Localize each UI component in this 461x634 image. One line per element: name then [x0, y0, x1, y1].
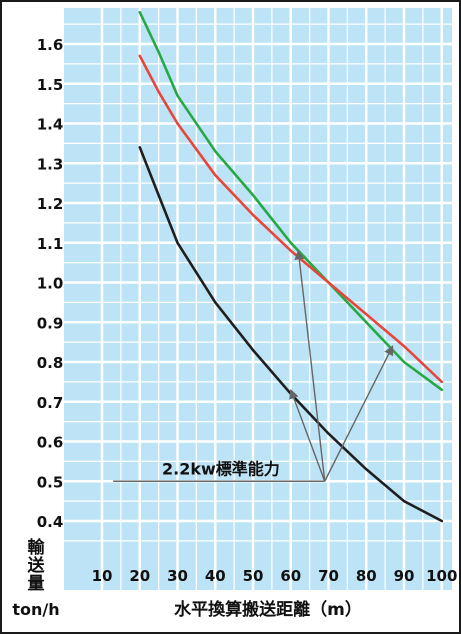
y-tick-label: 1.0 [37, 275, 64, 293]
annotation-arrow [324, 345, 394, 482]
x-tick-label: 100 [426, 567, 457, 585]
grid-lines [64, 8, 452, 590]
y-axis-label: 輸送量 [28, 537, 46, 594]
y-tick-label: 1.6 [37, 36, 64, 54]
y-tick-label: 0.6 [37, 434, 64, 452]
annotation-arrow [294, 249, 326, 482]
x-tick-label: 10 [92, 567, 113, 585]
series-line-red [138, 54, 444, 384]
y-tick-label: 0.5 [37, 473, 64, 491]
plot-area [64, 8, 452, 590]
y-axis-unit: ton/h [12, 600, 59, 619]
x-tick-label: 40 [205, 567, 226, 585]
y-tick-label: 1.3 [37, 155, 64, 173]
annotation-layer: 2.2kw標準能力 [113, 249, 394, 482]
x-tick-label: 90 [394, 567, 415, 585]
y-tick-label: 1.4 [37, 116, 64, 134]
y-tick-label: 0.9 [37, 314, 64, 332]
x-tick-label: 60 [280, 567, 301, 585]
annotation-arrow [289, 388, 326, 482]
y-axis-ticks: 0.4 0.5 0.6 0.7 0.8 0.9 1.0 1.1 1.2 1.3 1.4 1.5 1.6 [37, 36, 64, 531]
y-tick-label: 1.1 [37, 235, 64, 253]
y-tick-label: 0.7 [37, 394, 64, 412]
y-tick-label: 0.8 [37, 354, 64, 372]
y-axis-label-char: 送 [28, 555, 46, 576]
x-tick-label: 80 [356, 567, 377, 585]
x-tick-label: 70 [318, 567, 339, 585]
y-axis-label-char: 量 [28, 573, 45, 594]
x-axis-label: 水平換算搬送距離（m） [174, 599, 362, 620]
y-tick-label: 0.4 [37, 513, 64, 531]
annotation-label: 2.2kw標準能力 [162, 459, 280, 478]
series-line-black [138, 146, 444, 523]
x-tick-label: 30 [167, 567, 188, 585]
series-line-green [138, 10, 444, 392]
x-tick-label: 20 [129, 567, 150, 585]
series-layer [138, 10, 444, 523]
y-axis-label-char: 輸 [28, 537, 46, 558]
x-tick-label: 50 [243, 567, 264, 585]
y-tick-label: 1.5 [37, 76, 64, 94]
y-tick-label: 1.2 [37, 195, 64, 213]
x-axis-ticks: 10 20 30 40 50 60 70 80 90 100 [92, 567, 458, 585]
